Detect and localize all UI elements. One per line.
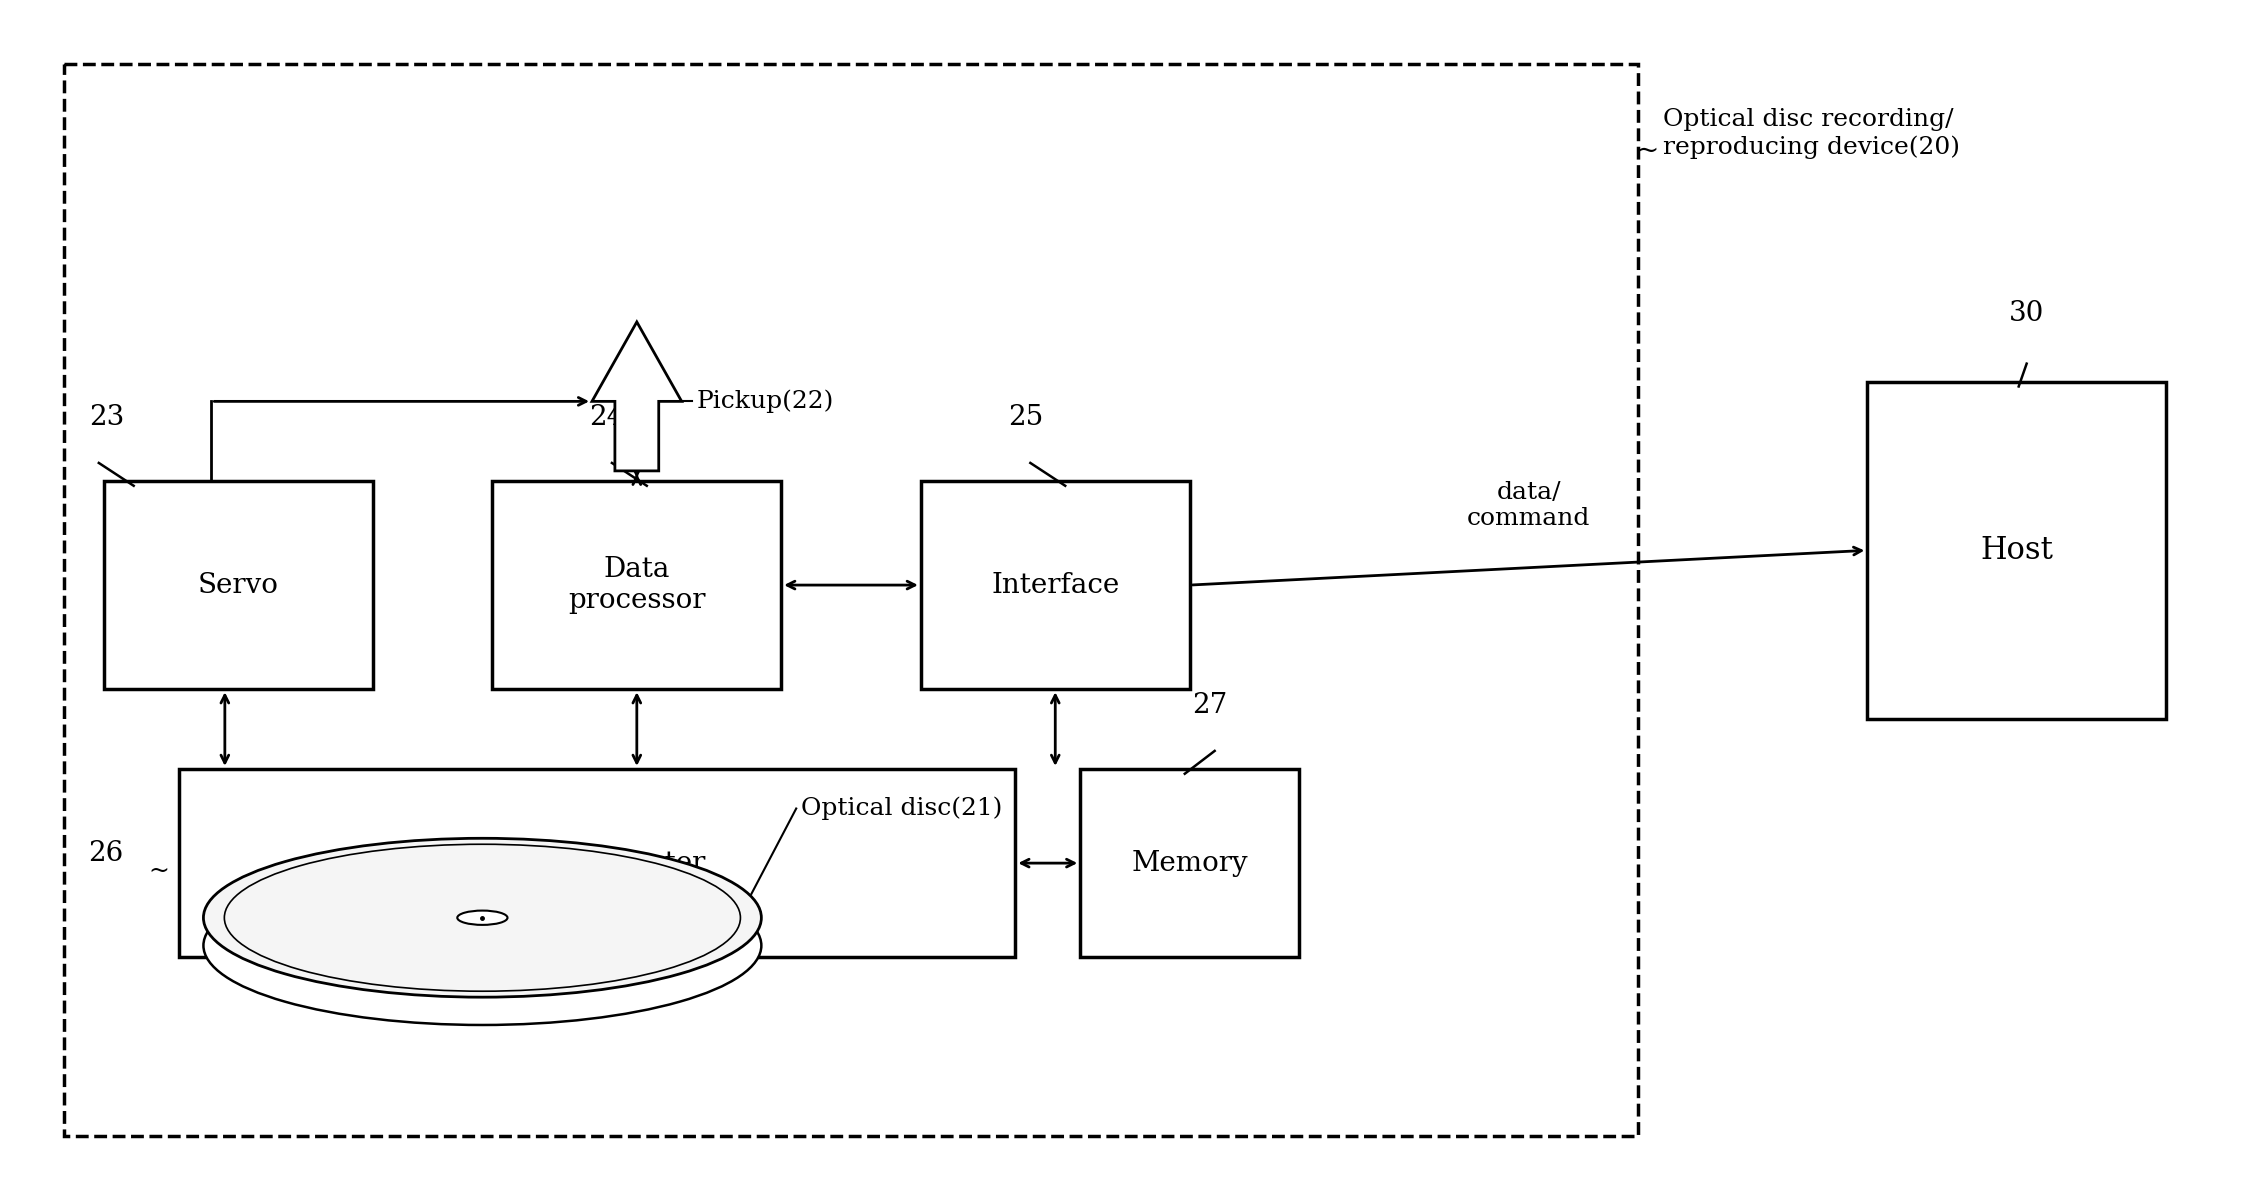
Text: Host: Host <box>1980 535 2052 566</box>
Text: Microcomputer: Microcomputer <box>489 850 705 876</box>
Text: 30: 30 <box>2010 300 2043 327</box>
Text: 27: 27 <box>1192 693 1228 719</box>
Text: Memory: Memory <box>1131 850 1248 876</box>
Bar <box>493 480 782 689</box>
Bar <box>1079 769 1300 957</box>
Text: 23: 23 <box>88 404 124 432</box>
Bar <box>63 63 1638 1136</box>
Polygon shape <box>593 322 683 471</box>
Ellipse shape <box>203 867 762 1025</box>
Text: data/
command: data/ command <box>1467 480 1591 530</box>
Text: ~: ~ <box>1636 137 1660 164</box>
Text: 24: 24 <box>590 404 624 432</box>
Bar <box>1868 381 2165 719</box>
Bar <box>178 769 1016 957</box>
Text: ~: ~ <box>149 859 169 882</box>
Bar <box>104 480 372 689</box>
Text: Servo: Servo <box>198 572 279 598</box>
Text: 26: 26 <box>88 839 124 867</box>
Bar <box>921 480 1190 689</box>
Text: Data
processor: Data processor <box>568 555 705 614</box>
Text: Optical disc recording/
reproducing device(20): Optical disc recording/ reproducing devi… <box>1663 108 1960 159</box>
Text: Interface: Interface <box>991 572 1120 598</box>
Text: Pickup(22): Pickup(22) <box>696 390 834 414</box>
Ellipse shape <box>203 838 762 998</box>
Text: Optical disc(21): Optical disc(21) <box>802 796 1003 820</box>
Text: 25: 25 <box>1007 404 1043 432</box>
Ellipse shape <box>457 911 507 925</box>
